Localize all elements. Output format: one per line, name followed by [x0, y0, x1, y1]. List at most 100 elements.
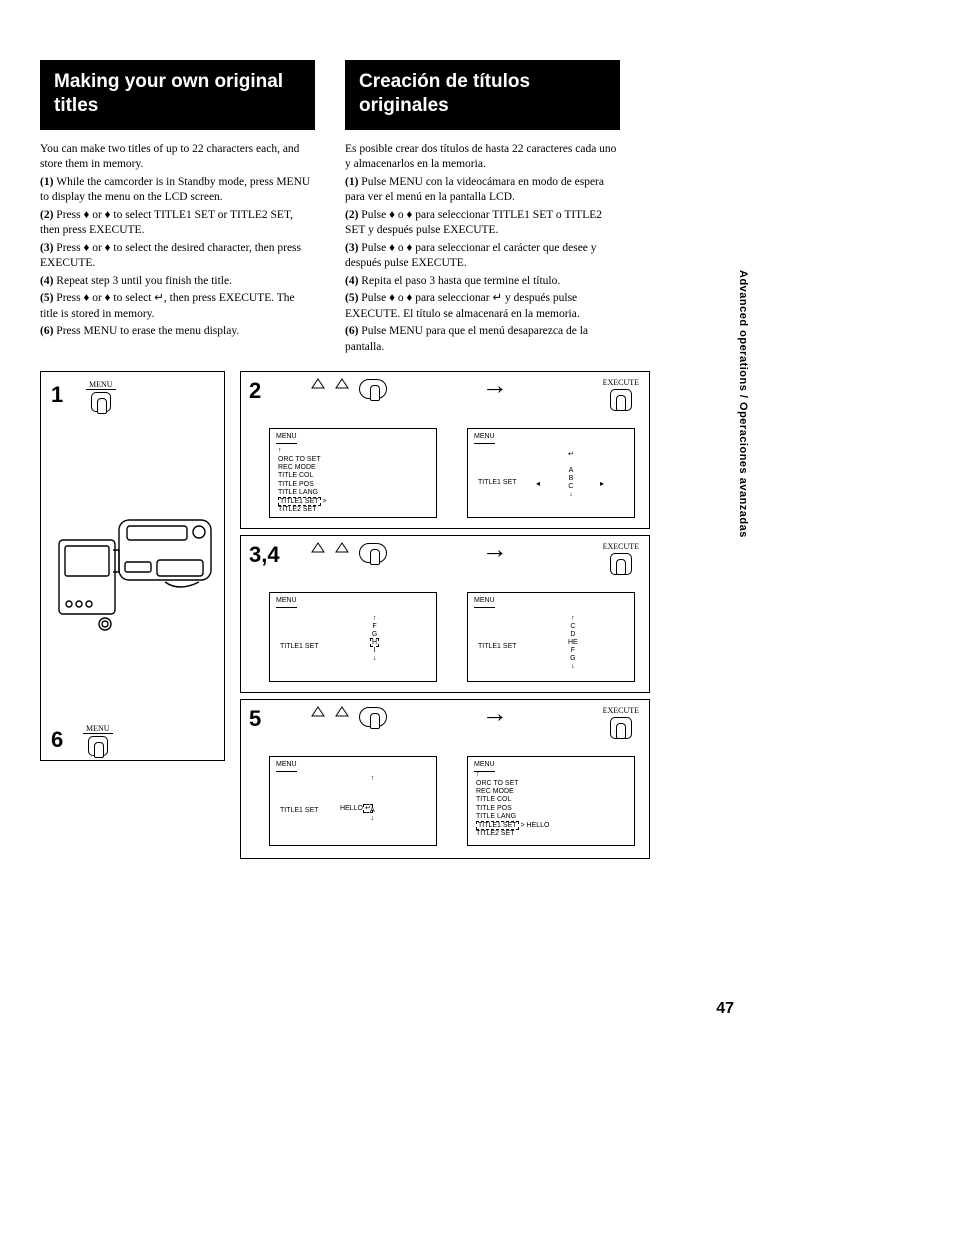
menu-label-6: MENU — [83, 724, 113, 734]
mi5-0: ORC TO SET — [476, 780, 549, 788]
menu-label-34b: MENU — [474, 597, 495, 607]
mi5-5: TITLE1 SET — [476, 821, 519, 830]
c34b-4: F — [568, 647, 578, 655]
step-es-3: (3) Pulse ♦ o ♦ para seleccionar el cará… — [345, 241, 620, 272]
header-es: Creación de títulos originales — [345, 60, 620, 130]
panel2-screens: MENU ↑ ORC TO SET REC MODE TITLE COL TIT… — [269, 428, 635, 518]
c2b-4: C — [568, 483, 574, 491]
arrow-right-icon-5 — [335, 706, 349, 717]
execute-button-2: EXECUTE — [603, 378, 639, 411]
execute-label-5: EXECUTE — [603, 706, 639, 715]
step-en-5: (5) Press ♦ or ♦ to select ↵, then press… — [40, 291, 315, 322]
charlist-5a: ↑ A ↓ — [370, 775, 375, 823]
c5a-4: A — [370, 807, 375, 815]
panel2-toprow: → EXECUTE — [311, 378, 639, 411]
c34b-5: G — [568, 655, 578, 663]
step-es-2: (2) Pulse ♦ o ♦ para seleccionar TITLE1 … — [345, 208, 620, 239]
step-en-2-text: Press ♦ or ♦ to select TITLE1 SET or TIT… — [40, 209, 293, 237]
press-icon-6 — [88, 736, 108, 756]
mi-6: TITLE2 SET — [278, 506, 327, 514]
hello-val: HELLO — [340, 805, 363, 812]
c34b-0: ↑ — [568, 615, 578, 623]
camcorder-illustration — [49, 492, 217, 632]
step-es-4: (4) Repita el paso 3 hasta que termine e… — [345, 274, 620, 290]
menu-label-5a: MENU — [276, 761, 297, 771]
tri-left-icon: ◂ — [536, 479, 540, 489]
figure-camcorder: 1 MENU — [40, 371, 225, 761]
step-es-6-text: Pulse MENU para que el menú desaparezca … — [345, 325, 588, 353]
charlist-34a: ↑ F G H I ↓ — [370, 615, 379, 663]
arrow-right-icon-34 — [335, 542, 349, 553]
step-en-5-text: Press ♦ or ♦ to select ↵, then press EXE… — [40, 292, 295, 320]
rnd-button-wrap-34 — [359, 542, 387, 563]
panel34-screens: MENU TITLE1 SET ↑ F G H I ↓ MENU — [269, 592, 635, 682]
step-es-1: (1) Pulse MENU con la videocámara en mod… — [345, 175, 620, 206]
execute-button-5: EXECUTE — [603, 706, 639, 739]
c34b-2: D — [568, 631, 578, 639]
screen-5b: MENU ↑ ORC TO SET REC MODE TITLE COL TIT… — [467, 756, 635, 846]
c34b-3: HE — [568, 639, 578, 647]
title1set-5a: TITLE1 SET — [280, 807, 319, 815]
headers-row: Making your own original titles Creación… — [40, 60, 914, 130]
step-es-5-text: Pulse ♦ o ♦ para seleccionar ↵ y después… — [345, 292, 580, 320]
execute-label-2: EXECUTE — [603, 378, 639, 387]
mi-3: TITLE POS — [278, 481, 327, 489]
arrow-buttons-2 — [311, 378, 387, 399]
c5a-5: ↓ — [370, 815, 375, 823]
rnd-button-wrap — [359, 378, 387, 399]
intro-es: Es posible crear dos títulos de hasta 22… — [345, 142, 620, 173]
title1set-2b: TITLE1 SET — [478, 479, 517, 487]
tri-right-icon: ▸ — [600, 479, 604, 489]
round-button-icon-5 — [359, 707, 387, 727]
screen-2a-col: ↑ ORC TO SET REC MODE TITLE COL TITLE PO… — [278, 447, 327, 514]
step-es-5: (5) Pulse ♦ o ♦ para seleccionar ↵ y des… — [345, 291, 620, 322]
press-icon-34 — [610, 553, 632, 575]
arrow-left-icon-34 — [311, 542, 325, 553]
hello-5b: HELLO — [527, 822, 550, 829]
panel5-screens: MENU TITLE1 SET HELLO↵ ↑ A ↓ — [269, 756, 635, 846]
step-en-1: (1) While the camcorder is in Standby mo… — [40, 175, 315, 206]
panel5-toprow: → EXECUTE — [311, 706, 639, 739]
c34a-0: ↑ — [370, 615, 379, 623]
menu-label-5b: MENU — [474, 761, 495, 771]
mi-2: TITLE COL — [278, 472, 327, 480]
step-es-2-text: Pulse ♦ o ♦ para seleccionar TITLE1 SET … — [345, 209, 602, 237]
press-icon — [91, 392, 111, 412]
c34a-4: I — [370, 647, 379, 655]
charlist-34b: ↑ C D HE F G ↓ — [568, 615, 578, 671]
intro-en: You can make two titles of up to 22 char… — [40, 142, 315, 173]
c34a-1: F — [370, 623, 379, 631]
side-section-label: Advanced operations / Operaciones avanza… — [737, 270, 749, 538]
col-en: You can make two titles of up to 22 char… — [40, 142, 315, 358]
c34a-3: H — [370, 638, 379, 647]
menu-label-2a: MENU — [276, 433, 297, 443]
step-es-4-text: Repita el paso 3 hasta que termine el tí… — [361, 275, 560, 287]
screen-5b-col: ↑ ORC TO SET REC MODE TITLE COL TITLE PO… — [476, 771, 549, 838]
menu-button-1: MENU — [86, 380, 116, 412]
menu-label-1: MENU — [86, 380, 116, 390]
screen-34b: MENU TITLE1 SET ↑ C D HE F G ↓ — [467, 592, 635, 682]
arrow-right-big-icon: → — [482, 378, 508, 394]
step-en-3-text: Press ♦ or ♦ to select the desired chara… — [40, 242, 301, 270]
step-en-2: (2) Press ♦ or ♦ to select TITLE1 SET or… — [40, 208, 315, 239]
hello-text-5a: HELLO↵ — [340, 805, 373, 813]
title1set-34b: TITLE1 SET — [478, 643, 517, 651]
step-en-6: (6) Press MENU to erase the menu display… — [40, 324, 315, 340]
arrow-right-icon — [335, 378, 349, 389]
menu-button-6: MENU — [83, 724, 113, 756]
mi5-3: TITLE POS — [476, 805, 549, 813]
title1set-34a: TITLE1 SET — [280, 643, 319, 651]
panel-34: 3,4 → EXECUTE MENU T — [240, 535, 650, 693]
panel-5: 5 → EXECUTE MENU TIT — [240, 699, 650, 859]
page-number: 47 — [716, 1000, 734, 1018]
round-button-icon-34 — [359, 543, 387, 563]
press-icon-2 — [610, 389, 632, 411]
step-en-4-text: Repeat step 3 until you finish the title… — [56, 275, 232, 287]
text-columns: You can make two titles of up to 22 char… — [40, 142, 914, 358]
c5a-0: ↑ — [370, 775, 375, 783]
step-label-1: 1 — [51, 382, 63, 408]
execute-button-34: EXECUTE — [603, 542, 639, 575]
arrow-left-icon-5 — [311, 706, 325, 717]
c34a-5: ↓ — [370, 655, 379, 663]
step-label-6: 6 — [51, 727, 63, 753]
